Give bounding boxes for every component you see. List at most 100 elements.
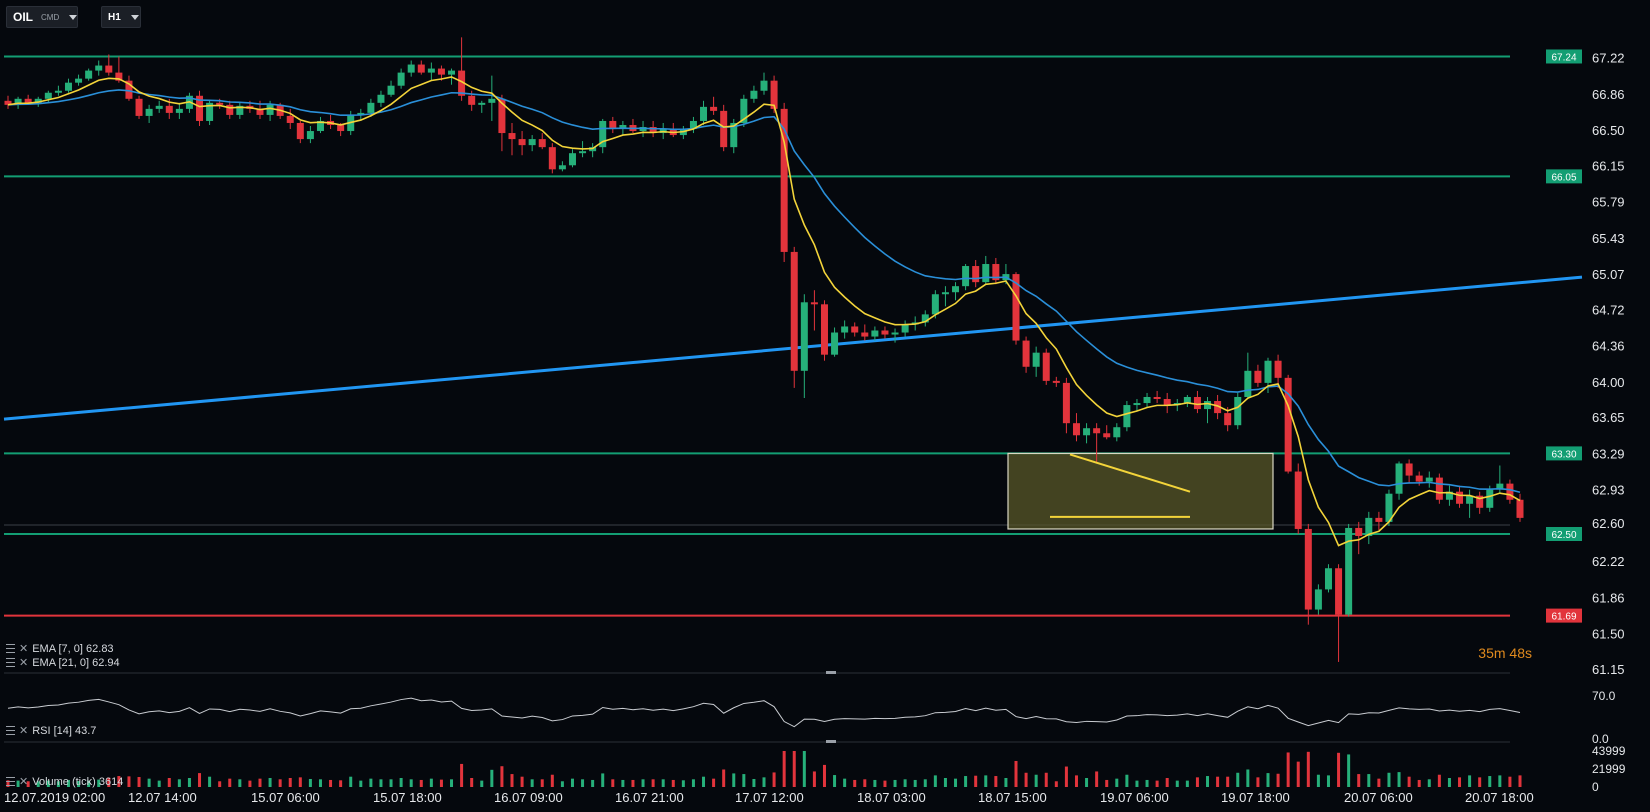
candle-body[interactable] xyxy=(175,108,183,113)
volume-handle[interactable] xyxy=(826,740,836,743)
candle-body[interactable] xyxy=(1415,475,1423,482)
candle-body[interactable] xyxy=(921,314,929,323)
candle-body[interactable] xyxy=(1314,589,1322,610)
candle-body[interactable] xyxy=(568,153,576,166)
settings-icon[interactable] xyxy=(6,658,15,667)
candle-body[interactable] xyxy=(1335,568,1343,615)
candle-body[interactable] xyxy=(820,304,828,355)
candle-body[interactable] xyxy=(1456,491,1464,504)
candle-body[interactable] xyxy=(851,326,859,333)
candle-body[interactable] xyxy=(266,104,274,115)
candle-body[interactable] xyxy=(498,98,506,134)
candle-body[interactable] xyxy=(941,292,949,295)
candle-body[interactable] xyxy=(800,302,808,371)
candle-body[interactable] xyxy=(810,302,818,305)
candle-body[interactable] xyxy=(256,108,264,115)
candle-body[interactable] xyxy=(1264,360,1272,383)
settings-icon[interactable] xyxy=(6,726,15,735)
candle-body[interactable] xyxy=(841,326,849,333)
candle-body[interactable] xyxy=(468,95,476,105)
candle-body[interactable] xyxy=(34,98,42,103)
ema7-legend[interactable]: ✕ EMA [7, 0] 62.83 xyxy=(6,642,114,655)
candle-body[interactable] xyxy=(1022,340,1030,367)
candle-body[interactable] xyxy=(1324,568,1332,590)
candle-body[interactable] xyxy=(579,151,587,154)
candle-body[interactable] xyxy=(689,120,697,130)
candle-body[interactable] xyxy=(1506,483,1514,500)
candle-body[interactable] xyxy=(992,264,1000,281)
candle-body[interactable] xyxy=(730,122,738,148)
candle-body[interactable] xyxy=(962,266,970,287)
close-icon[interactable]: ✕ xyxy=(19,776,29,788)
candle-body[interactable] xyxy=(528,139,536,146)
candle-body[interactable] xyxy=(206,102,214,121)
candle-body[interactable] xyxy=(1284,377,1292,472)
candle-body[interactable] xyxy=(1395,463,1403,494)
candle-body[interactable] xyxy=(1193,396,1201,410)
candle-body[interactable] xyxy=(1365,517,1373,537)
candle-body[interactable] xyxy=(1062,382,1070,424)
candle-body[interactable] xyxy=(770,80,778,109)
candle-body[interactable] xyxy=(488,98,496,103)
candle-body[interactable] xyxy=(458,70,466,96)
timeframe-selector[interactable]: H1 xyxy=(101,6,141,28)
settings-icon[interactable] xyxy=(6,777,15,786)
candle-body[interactable] xyxy=(1435,477,1443,500)
candle-body[interactable] xyxy=(1032,352,1040,367)
candle-body[interactable] xyxy=(1234,396,1242,426)
candle-body[interactable] xyxy=(1072,423,1080,436)
candle-body[interactable] xyxy=(1123,405,1131,428)
rsi-handle[interactable] xyxy=(826,671,836,674)
candle-body[interactable] xyxy=(861,332,869,337)
candle-body[interactable] xyxy=(831,332,839,355)
candle-body[interactable] xyxy=(1244,370,1252,397)
candle-body[interactable] xyxy=(155,105,163,109)
candle-body[interactable] xyxy=(1012,274,1020,341)
candle-body[interactable] xyxy=(1052,380,1060,383)
candle-body[interactable] xyxy=(105,65,113,73)
candle-body[interactable] xyxy=(1425,477,1433,482)
candle-body[interactable] xyxy=(1405,463,1413,476)
candle-body[interactable] xyxy=(619,124,627,130)
candle-body[interactable] xyxy=(1163,399,1171,406)
candle-body[interactable] xyxy=(1274,360,1282,378)
candle-body[interactable] xyxy=(44,92,52,99)
candle-body[interactable] xyxy=(115,72,123,81)
candle-body[interactable] xyxy=(700,106,708,121)
candle-body[interactable] xyxy=(286,115,294,123)
candle-body[interactable] xyxy=(377,94,385,103)
candle-body[interactable] xyxy=(1113,427,1121,438)
candle-body[interactable] xyxy=(740,98,748,123)
candle-body[interactable] xyxy=(1183,396,1191,404)
candle-body[interactable] xyxy=(871,330,879,337)
candle-body[interactable] xyxy=(387,85,395,95)
candle-body[interactable] xyxy=(337,124,345,132)
candle-body[interactable] xyxy=(306,131,314,140)
candle-body[interactable] xyxy=(750,90,758,99)
candle-body[interactable] xyxy=(1214,401,1222,414)
candle-body[interactable] xyxy=(437,68,445,75)
candle-body[interactable] xyxy=(1103,433,1111,438)
candle-body[interactable] xyxy=(417,64,425,73)
candle-body[interactable] xyxy=(720,110,728,148)
candle-body[interactable] xyxy=(780,108,788,252)
candle-body[interactable] xyxy=(296,122,304,140)
candle-body[interactable] xyxy=(64,82,72,91)
candle-body[interactable] xyxy=(316,120,324,132)
candle-body[interactable] xyxy=(236,105,244,115)
candle-body[interactable] xyxy=(85,70,93,79)
close-icon[interactable]: ✕ xyxy=(19,725,29,737)
candle-body[interactable] xyxy=(145,108,153,116)
candle-body[interactable] xyxy=(760,80,768,91)
rsi-legend[interactable]: ✕ RSI [14] 43.7 xyxy=(6,724,96,737)
candle-body[interactable] xyxy=(448,70,456,75)
candle-body[interactable] xyxy=(14,98,22,105)
candle-body[interactable] xyxy=(901,324,909,333)
candle-body[interactable] xyxy=(357,112,365,115)
ema21-legend[interactable]: ✕ EMA [21, 0] 62.94 xyxy=(6,656,120,669)
candle-body[interactable] xyxy=(1496,483,1504,490)
candle-body[interactable] xyxy=(1042,352,1050,381)
candle-body[interactable] xyxy=(4,100,12,105)
candle-body[interactable] xyxy=(216,102,224,105)
candle-body[interactable] xyxy=(1224,413,1232,426)
